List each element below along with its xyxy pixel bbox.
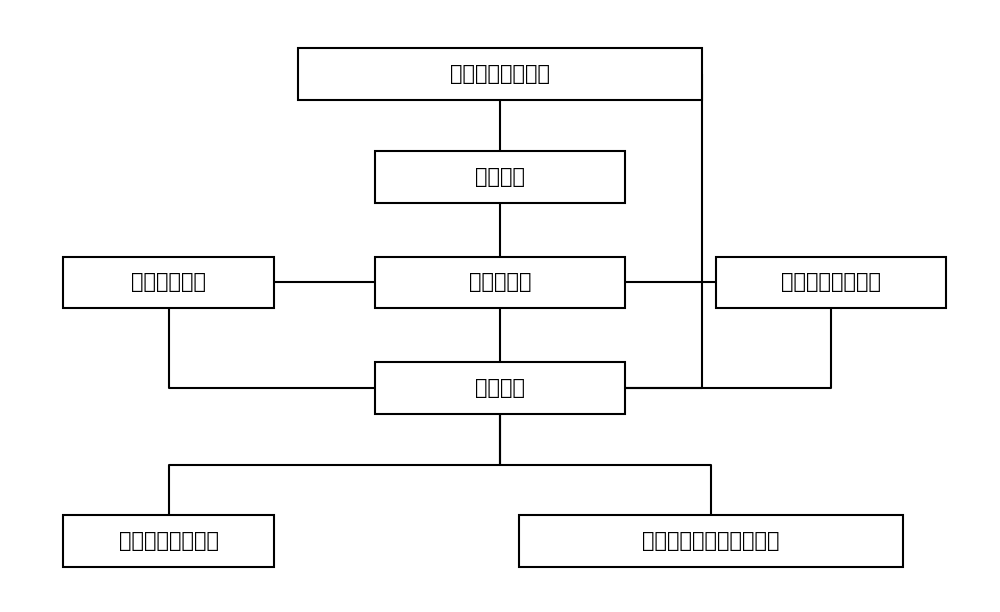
Bar [519,515,903,567]
Bar [298,48,702,100]
Bar [63,515,274,567]
Text: 第一模型训练模块: 第一模型训练模块 [450,64,550,84]
Bar [716,256,946,308]
Text: 分类结果可信度判定模块: 分类结果可信度判定模块 [642,531,780,551]
Text: 分类模块: 分类模块 [475,378,525,398]
Bar [375,362,625,414]
Bar [375,151,625,203]
Bar [63,256,274,308]
Text: 存储模块: 存储模块 [475,166,525,187]
Text: 预处理模块: 预处理模块 [469,272,531,293]
Text: 微血管瘤分割模块: 微血管瘤分割模块 [781,272,881,293]
Text: 渗出分割模块: 渗出分割模块 [131,272,206,293]
Text: 第二模型训练模块: 第二模型训练模块 [119,531,219,551]
Bar [375,256,625,308]
